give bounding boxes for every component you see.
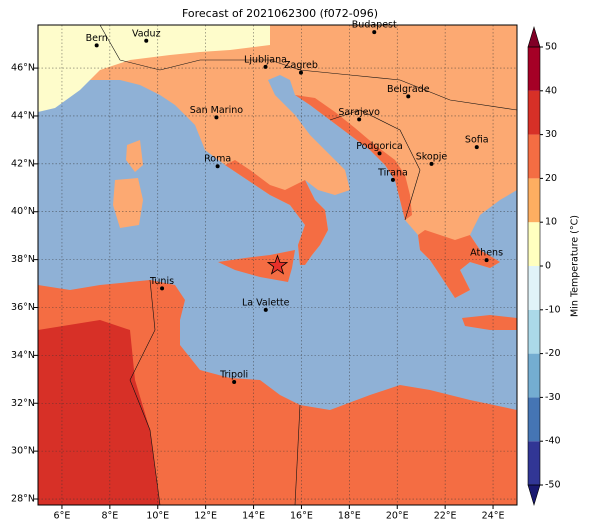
lon-tick-label: 18°E <box>338 511 361 522</box>
lon-tick-label: 10°E <box>146 511 169 522</box>
city-label: Belgrade <box>387 84 430 95</box>
lat-tick-label: 38°N <box>11 254 35 265</box>
city-label: Sofia <box>465 135 489 146</box>
colorbar-tick-label: -40 <box>545 436 561 447</box>
city-dot <box>160 286 165 291</box>
lat-tick-label: 30°N <box>11 446 35 457</box>
colorbar-tick-label: 0 <box>545 261 551 272</box>
city-label: Athens <box>470 248 503 259</box>
city-label: Bern <box>86 33 108 44</box>
colorbar-tick-label: -20 <box>545 348 561 359</box>
colorbar-label: Min Temperature (°C) <box>570 215 581 317</box>
lon-tick-label: 14°E <box>242 511 265 522</box>
city-label: Podgorica <box>356 141 403 152</box>
lat-tick-label: 36°N <box>11 302 35 313</box>
colorbar-segment <box>528 134 540 179</box>
colorbar-segment <box>528 397 540 442</box>
city-dot <box>232 379 237 384</box>
city-label: Tirana <box>377 167 408 178</box>
border <box>99 24 518 111</box>
city-dot <box>429 161 434 166</box>
city-dot <box>390 177 395 182</box>
colorbar-tick-label: 50 <box>545 42 557 53</box>
lat-tick-label: 28°N <box>11 494 35 505</box>
land-greece <box>418 230 500 298</box>
city-label: Budapest <box>352 20 397 31</box>
city-dot <box>144 38 149 43</box>
lat-tick-label: 46°N <box>11 63 35 74</box>
border <box>294 404 301 506</box>
city-dot <box>263 307 268 312</box>
city-dot <box>357 117 362 122</box>
city-label: San Marino <box>190 105 243 116</box>
colorbar-segment <box>528 90 540 135</box>
lat-tick-label: 40°N <box>11 206 35 217</box>
land-africa-hot <box>38 320 160 505</box>
land-balkan-coast <box>295 95 412 220</box>
colorbar-segment <box>528 353 540 398</box>
colorbar-segment <box>528 47 540 91</box>
lon-tick-label: 8°E <box>101 511 118 522</box>
colorbar-segment <box>528 441 540 485</box>
colorbar-tick-label: -30 <box>545 392 561 403</box>
map-frame <box>37 24 518 506</box>
lat-tick-label: 42°N <box>11 158 35 169</box>
land-europe <box>38 25 517 298</box>
city-dot <box>377 151 382 156</box>
land-sicily <box>218 250 295 282</box>
grid <box>38 25 517 505</box>
land-crete <box>462 315 517 330</box>
colorbar-tick-label: 20 <box>545 173 557 184</box>
city-label: Tunis <box>149 276 174 287</box>
lat-tick-label: 32°N <box>11 398 35 409</box>
city-dot <box>474 145 479 150</box>
colorbar-tick-label: -10 <box>545 304 561 315</box>
city-dot <box>263 64 268 69</box>
city-label: Roma <box>204 154 231 165</box>
city-label: Skopje <box>416 151 448 162</box>
city-label: La Valette <box>242 297 290 308</box>
lon-tick-label: 16°E <box>290 511 313 522</box>
city-label: Vaduz <box>132 28 161 39</box>
border <box>129 279 161 506</box>
colorbar-tick-label: 10 <box>545 217 557 228</box>
lon-tick-label: 22°E <box>434 511 457 522</box>
title: Forecast of 2021062300 (f072-096) <box>182 7 378 20</box>
city-label: Sarajevo <box>338 107 380 118</box>
lon-tick-label: 6°E <box>54 511 71 522</box>
colorbar-segment <box>528 309 540 354</box>
city-dot <box>484 258 489 263</box>
city-dot <box>298 70 303 75</box>
colorbar-segment <box>528 266 540 310</box>
city-dot <box>94 43 99 48</box>
colorbar-segment <box>528 178 540 223</box>
city-dot <box>406 94 411 99</box>
colorbar-under <box>527 484 541 507</box>
city-dot <box>372 30 377 35</box>
lon-tick-label: 20°E <box>386 511 409 522</box>
colorbar-segment <box>528 222 540 266</box>
city-label: Zagreb <box>284 60 318 71</box>
city-label: Tripoli <box>219 369 248 380</box>
city-label: Ljubljana <box>244 54 287 65</box>
city-dot <box>214 115 219 120</box>
lon-tick-label: 12°E <box>194 511 217 522</box>
lat-tick-label: 44°N <box>11 110 35 121</box>
land-sardinia <box>113 178 143 228</box>
lon-tick-label: 24°E <box>482 511 505 522</box>
lat-tick-label: 34°N <box>11 350 35 361</box>
colorbar-tick-label: 40 <box>545 85 557 96</box>
land-south-italy <box>225 160 328 265</box>
forecast-marker <box>266 254 289 275</box>
city-dot <box>215 164 220 169</box>
colorbar-tick-label: -50 <box>545 480 561 491</box>
colorbar-tick-label: 30 <box>545 129 557 140</box>
border <box>329 109 421 221</box>
colorbar-over <box>527 25 541 48</box>
